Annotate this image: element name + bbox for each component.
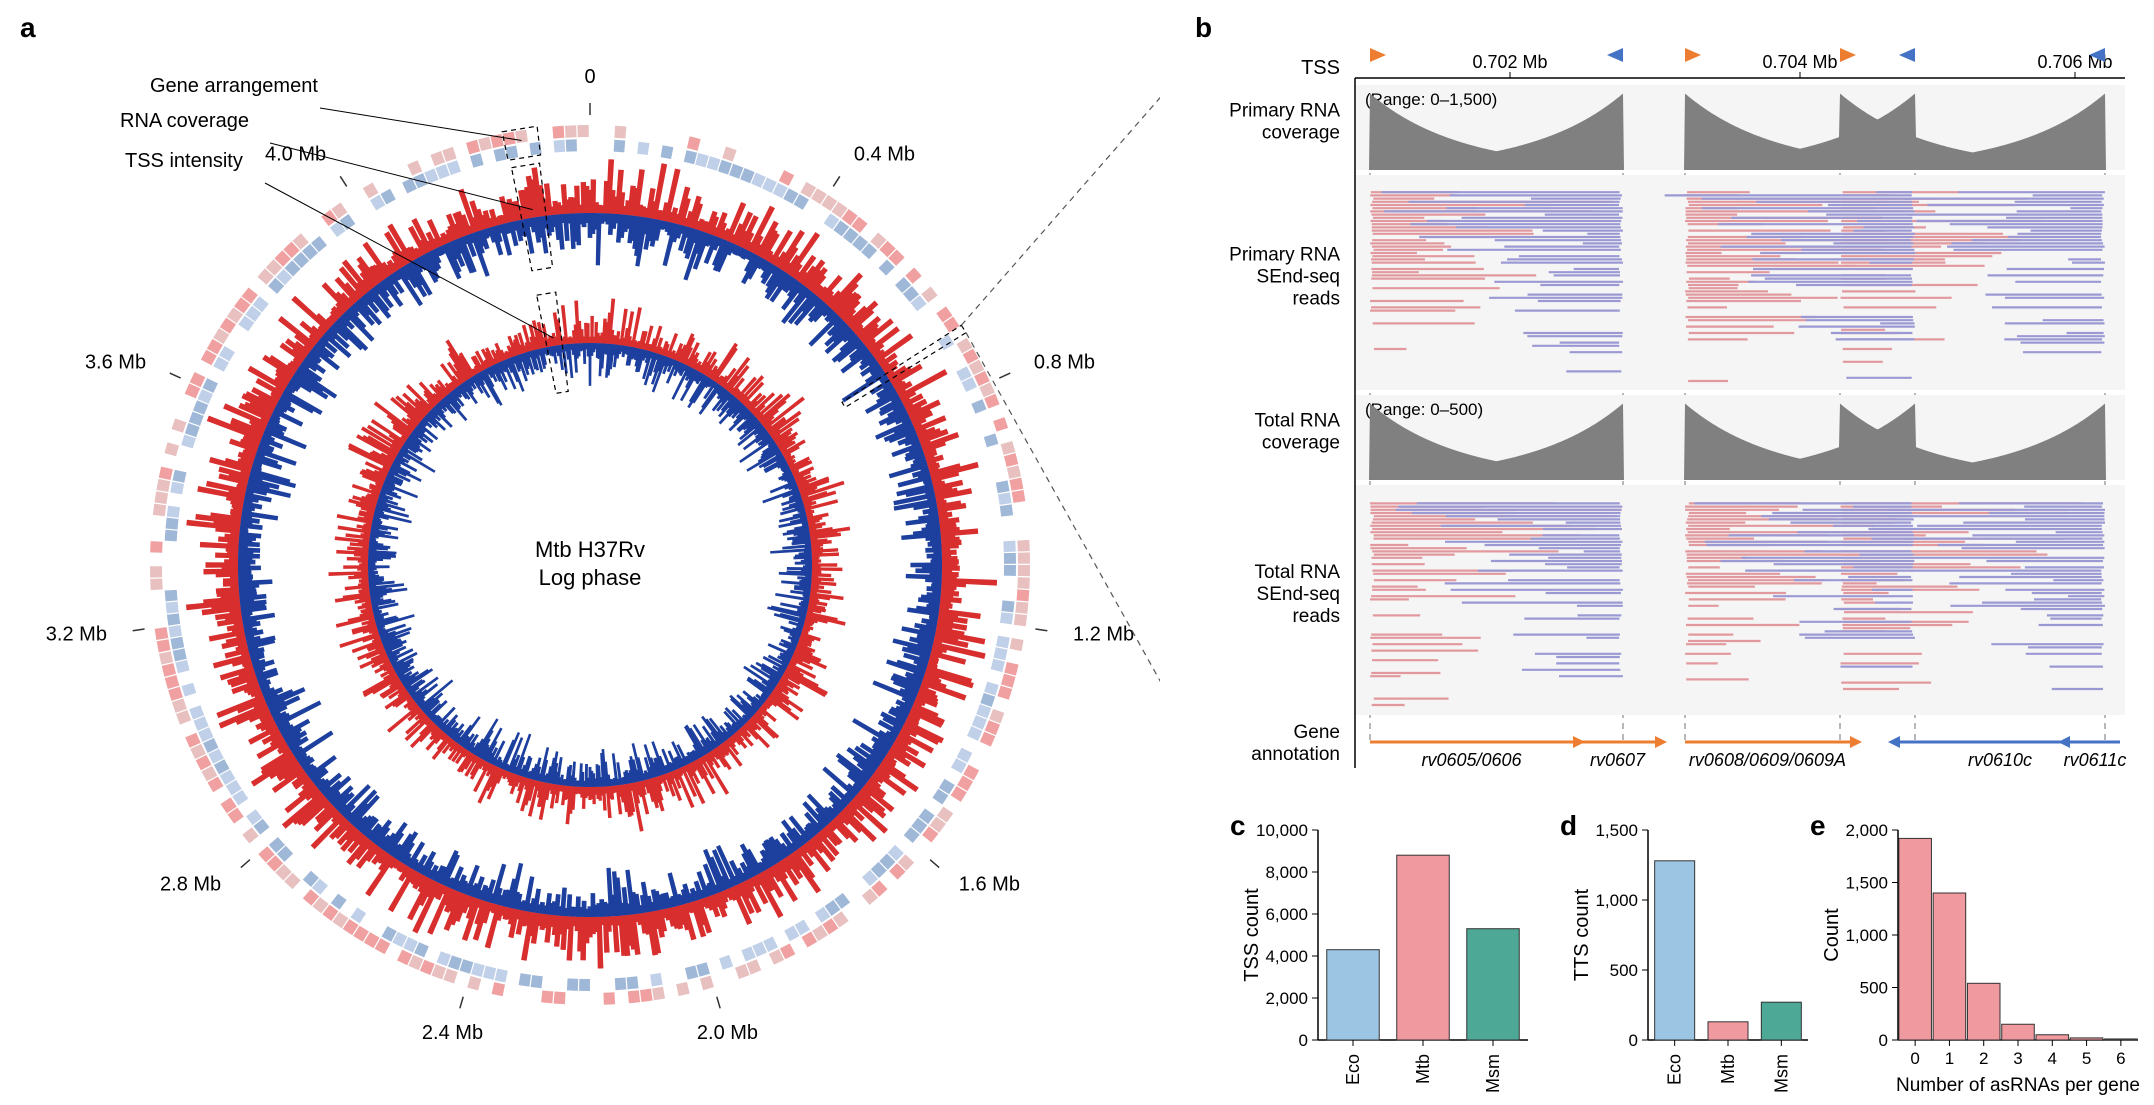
svg-text:Msm: Msm bbox=[1483, 1054, 1503, 1093]
svg-text:0: 0 bbox=[1910, 1049, 1919, 1068]
svg-text:rv0607: rv0607 bbox=[1590, 750, 1646, 770]
svg-text:1,000: 1,000 bbox=[1845, 926, 1888, 945]
svg-text:Msm: Msm bbox=[1771, 1054, 1791, 1093]
svg-text:3.6 Mb: 3.6 Mb bbox=[85, 351, 146, 373]
svg-text:Log phase: Log phase bbox=[539, 565, 642, 590]
callout-gene-arrangement: Gene arrangement bbox=[150, 75, 318, 98]
callout-tss-intensity: TSS intensity bbox=[125, 150, 243, 173]
tss-count-bar-chart: 0 2,000 4,000 6,000 8,000 10,000 TSS count Eco M… bbox=[1240, 815, 1560, 1105]
svg-text:2,000: 2,000 bbox=[1845, 821, 1888, 840]
svg-text:10,000: 10,000 bbox=[1256, 821, 1308, 840]
svg-text:500: 500 bbox=[1610, 961, 1638, 980]
svg-text:2.8 Mb: 2.8 Mb bbox=[160, 874, 221, 896]
svg-text:Total RNA: Total RNA bbox=[1254, 562, 1340, 583]
circular-genome-plot: Mtb H37Rv Log phase 0 0.4 Mb 0.8 Mb 1.2 Mb 1.6… bbox=[10, 20, 1160, 1100]
svg-text:0: 0 bbox=[584, 66, 595, 88]
svg-text:reads: reads bbox=[1292, 289, 1340, 310]
svg-text:4,000: 4,000 bbox=[1265, 947, 1308, 966]
svg-text:Primary RNA: Primary RNA bbox=[1229, 101, 1340, 122]
svg-text:rv0605/0606: rv0605/0606 bbox=[1421, 750, 1522, 770]
svg-text:2: 2 bbox=[1979, 1049, 1988, 1068]
svg-text:3.2 Mb: 3.2 Mb bbox=[46, 623, 107, 645]
genome-browser-tracks: TSS0.702 Mb0.704 Mb0.706 MbPrimary RNAco… bbox=[1195, 30, 2145, 810]
svg-text:TTS count: TTS count bbox=[1571, 888, 1593, 981]
svg-text:6,000: 6,000 bbox=[1265, 905, 1308, 924]
svg-text:8,000: 8,000 bbox=[1265, 863, 1308, 882]
svg-text:Mtb: Mtb bbox=[1413, 1054, 1433, 1084]
svg-text:Gene: Gene bbox=[1294, 722, 1340, 743]
svg-text:annotation: annotation bbox=[1251, 744, 1340, 765]
svg-text:5: 5 bbox=[2082, 1049, 2091, 1068]
svg-text:Eco: Eco bbox=[1343, 1054, 1363, 1085]
svg-text:0.704 Mb: 0.704 Mb bbox=[1762, 52, 1837, 72]
svg-text:0: 0 bbox=[1299, 1031, 1308, 1050]
svg-text:SEnd-seq: SEnd-seq bbox=[1257, 584, 1340, 605]
svg-text:2.4 Mb: 2.4 Mb bbox=[422, 1022, 483, 1044]
svg-text:Mtb: Mtb bbox=[1718, 1054, 1738, 1084]
svg-text:Eco: Eco bbox=[1665, 1054, 1685, 1085]
svg-text:1,500: 1,500 bbox=[1595, 821, 1638, 840]
svg-text:4: 4 bbox=[2048, 1049, 2057, 1068]
tts-count-bar-chart: 0 500 1,000 1,500 TTS count Eco Mtb Msm bbox=[1570, 815, 1820, 1105]
svg-text:rv0611c: rv0611c bbox=[2064, 750, 2127, 770]
svg-text:1,500: 1,500 bbox=[1845, 874, 1888, 893]
svg-text:Primary RNA: Primary RNA bbox=[1229, 245, 1340, 266]
svg-text:0.702 Mb: 0.702 Mb bbox=[1472, 52, 1547, 72]
svg-text:3: 3 bbox=[2013, 1049, 2022, 1068]
svg-text:1: 1 bbox=[1945, 1049, 1954, 1068]
svg-text:rv0610c: rv0610c bbox=[1968, 750, 2032, 770]
svg-text:Number of asRNAs per gene: Number of asRNAs per gene bbox=[1896, 1075, 2140, 1096]
svg-text:0.8 Mb: 0.8 Mb bbox=[1034, 351, 1095, 373]
svg-text:Mtb H37Rv: Mtb H37Rv bbox=[535, 537, 645, 562]
svg-text:reads: reads bbox=[1292, 606, 1340, 627]
svg-text:TSS count: TSS count bbox=[1241, 888, 1263, 982]
svg-text:Count: Count bbox=[1821, 908, 1843, 962]
svg-text:coverage: coverage bbox=[1262, 433, 1340, 454]
svg-text:500: 500 bbox=[1860, 979, 1888, 998]
svg-text:0: 0 bbox=[1879, 1031, 1888, 1050]
svg-text:Total RNA: Total RNA bbox=[1254, 411, 1340, 432]
svg-text:0.4 Mb: 0.4 Mb bbox=[854, 143, 915, 165]
svg-text:coverage: coverage bbox=[1262, 123, 1340, 144]
svg-text:1.2 Mb: 1.2 Mb bbox=[1073, 623, 1134, 645]
callout-rna-coverage: RNA coverage bbox=[120, 110, 249, 133]
svg-text:1.6 Mb: 1.6 Mb bbox=[959, 874, 1020, 896]
svg-text:TSS: TSS bbox=[1301, 57, 1340, 79]
svg-text:1,000: 1,000 bbox=[1595, 891, 1638, 910]
svg-text:rv0608/0609/0609A: rv0608/0609/0609A bbox=[1689, 750, 1846, 770]
svg-text:2,000: 2,000 bbox=[1265, 989, 1308, 1008]
svg-text:6: 6 bbox=[2116, 1049, 2125, 1068]
svg-text:0: 0 bbox=[1629, 1031, 1638, 1050]
asrna-histogram: 0 500 1,000 1,500 2,000 Count 0 1 2 3 4 5 6 Number of… bbox=[1820, 815, 2150, 1105]
svg-text:2.0 Mb: 2.0 Mb bbox=[697, 1022, 758, 1044]
svg-text:SEnd-seq: SEnd-seq bbox=[1257, 267, 1340, 288]
